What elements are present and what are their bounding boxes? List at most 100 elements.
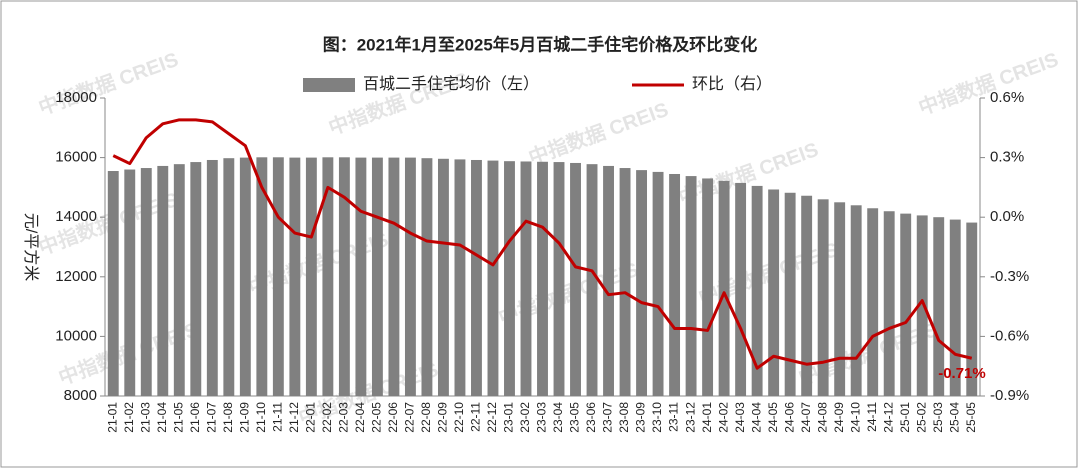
bar — [900, 213, 912, 396]
bar — [850, 205, 862, 396]
y2-tick-label: -0.9% — [990, 387, 1029, 404]
x-tick-label: 24-06 — [782, 402, 796, 433]
bar — [537, 161, 548, 396]
x-tick-label: 25-05 — [964, 402, 978, 433]
x-tick-label: 22-01 — [304, 402, 318, 433]
bar — [586, 164, 598, 396]
x-tick-label: 23-02 — [518, 402, 532, 433]
bar — [685, 176, 697, 396]
bar — [454, 159, 466, 396]
bar — [223, 158, 235, 396]
x-tick-label: 21-08 — [221, 402, 235, 433]
bar — [157, 165, 169, 396]
x-tick-label: 25-04 — [947, 402, 961, 433]
bar — [619, 168, 631, 396]
x-tick-label: 22-07 — [403, 402, 417, 433]
bar — [272, 157, 284, 396]
x-tick-label: 24-09 — [832, 402, 846, 433]
y-tick-label: 18000 — [55, 89, 97, 106]
x-tick-label: 23-04 — [551, 402, 565, 433]
bar — [834, 202, 846, 396]
x-tick-label: 22-06 — [386, 402, 400, 433]
y-tick-label: 16000 — [55, 149, 97, 166]
bar — [751, 185, 763, 396]
x-tick-label: 24-10 — [848, 402, 862, 433]
x-tick-label: 22-12 — [485, 402, 499, 433]
x-tick-label: 25-03 — [931, 402, 945, 433]
x-tick-label: 24-01 — [700, 402, 714, 433]
x-tick-label: 21-01 — [105, 402, 119, 433]
bar — [338, 157, 350, 396]
x-tick-label: 23-03 — [535, 402, 549, 433]
y2-tick-label: 0.0% — [990, 208, 1024, 225]
bar — [289, 157, 301, 396]
bar — [916, 215, 928, 396]
x-tick-label: 21-10 — [254, 402, 268, 433]
x-tick-label: 24-03 — [733, 402, 747, 433]
bar — [933, 217, 945, 396]
legend-swatch — [303, 78, 355, 92]
y-tick-label: 10000 — [55, 327, 97, 344]
x-tick-label: 22-08 — [419, 402, 433, 433]
bar — [735, 182, 747, 396]
x-tick-label: 22-05 — [370, 402, 384, 433]
x-tick-label: 24-04 — [749, 402, 763, 433]
bar — [504, 161, 515, 396]
x-tick-label: 21-12 — [287, 402, 301, 433]
y-tick-label: 12000 — [55, 268, 97, 285]
x-tick-label: 24-08 — [815, 402, 829, 433]
bar — [636, 170, 648, 396]
bar — [718, 180, 730, 396]
bar — [404, 157, 416, 396]
bar — [966, 222, 978, 396]
x-tick-label: 24-11 — [865, 402, 879, 432]
bar — [371, 157, 383, 396]
x-tick-label: 21-03 — [138, 402, 152, 433]
bar — [239, 157, 251, 396]
x-tick-label: 21-06 — [188, 402, 202, 433]
x-tick-label: 23-12 — [683, 402, 697, 433]
bar — [520, 161, 532, 396]
y2-tick-label: -0.6% — [990, 327, 1029, 344]
legend-label: 环比（右） — [692, 75, 772, 93]
bar — [768, 189, 780, 396]
x-tick-label: 25-02 — [914, 402, 928, 433]
x-tick-label: 22-11 — [469, 402, 483, 432]
bar — [817, 199, 829, 396]
bar — [107, 171, 119, 396]
bar — [190, 162, 202, 396]
x-tick-label: 23-09 — [634, 402, 648, 433]
bar — [669, 173, 681, 396]
x-tick-label: 21-05 — [171, 402, 185, 433]
y2-tick-label: -0.3% — [990, 268, 1029, 285]
chart-title: 图：2021年1月至2025年5月百城二手住宅价格及环比变化 — [323, 34, 758, 54]
x-tick-label: 22-10 — [452, 402, 466, 433]
bar — [603, 165, 614, 396]
bar — [949, 219, 961, 396]
bar — [322, 157, 334, 396]
bar — [437, 158, 449, 396]
x-tick-label: 23-06 — [584, 402, 598, 433]
bar — [553, 162, 565, 396]
x-tick-label: 24-12 — [881, 402, 895, 433]
x-tick-label: 23-11 — [667, 402, 681, 432]
bar — [801, 195, 813, 396]
bar — [867, 208, 879, 396]
x-tick-label: 23-10 — [650, 402, 664, 433]
x-tick-label: 22-03 — [337, 402, 351, 433]
y-axis-label: 元/平方米 — [22, 213, 40, 281]
x-tick-label: 23-05 — [568, 402, 582, 433]
x-tick-label: 24-02 — [716, 402, 730, 433]
bar — [883, 211, 895, 396]
y2-tick-label: 0.3% — [990, 149, 1024, 166]
y-tick-label: 14000 — [55, 208, 97, 225]
bar — [140, 168, 152, 396]
bar — [570, 162, 581, 396]
bar — [206, 159, 218, 396]
x-tick-label: 21-02 — [122, 402, 136, 433]
line — [112, 118, 973, 370]
bar — [652, 171, 664, 396]
x-tick-label: 22-02 — [320, 402, 334, 433]
x-tick-label: 22-09 — [436, 402, 450, 433]
